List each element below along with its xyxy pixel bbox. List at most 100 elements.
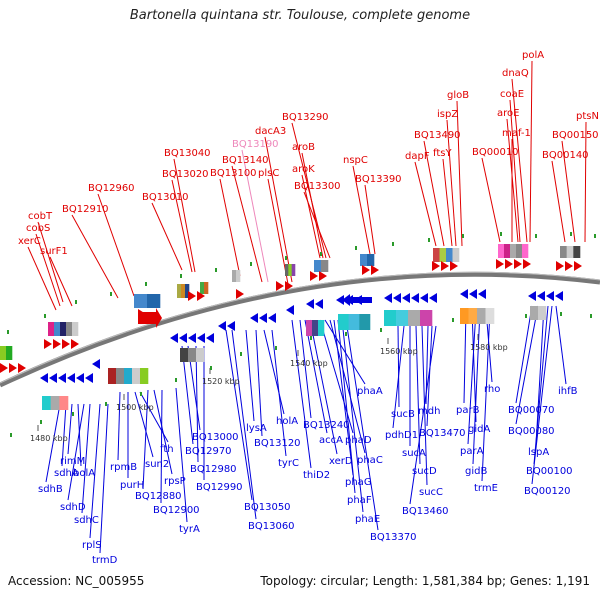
reverse-gene-label[interactable]: sdhB [38,484,63,495]
reverse-gene-arrow[interactable] [76,373,84,383]
gene-feature-block[interactable] [560,246,567,258]
reverse-gene-label[interactable]: BQ12900 [153,505,200,516]
reverse-gene-label[interactable]: BQ13000 [192,432,239,443]
forward-gene-label[interactable]: aroE [497,108,519,119]
reverse-gene-label[interactable]: rplS [82,540,102,551]
forward-gene-label[interactable]: BQ12960 [88,183,135,194]
reverse-gene-arrow[interactable] [555,291,563,301]
forward-gene-label[interactable]: BQ13040 [164,148,211,159]
reverse-gene-label[interactable]: rpsP [164,476,186,487]
reverse-gene-label[interactable]: BQ13050 [244,502,291,513]
reverse-gene-arrow[interactable] [92,359,100,369]
forward-gene-label[interactable]: ftsY [433,148,452,159]
reverse-gene-label[interactable]: phaC [357,455,383,466]
reverse-gene-arrow[interactable] [336,295,344,305]
forward-gene-arrow[interactable] [514,259,522,269]
reverse-gene-label[interactable]: rho [484,384,500,395]
reverse-gene-arrow[interactable] [393,293,401,303]
gene-feature-block[interactable] [360,254,368,266]
reverse-gene-label[interactable]: sdhD [60,502,86,513]
reverse-gene-arrow[interactable] [268,313,276,323]
forward-gene-arrow[interactable] [556,261,564,271]
forward-gene-arrow[interactable] [53,339,61,349]
forward-gene-label[interactable]: BQ13190 [232,139,279,150]
reverse-gene-label[interactable]: holA [276,416,298,427]
reverse-gene-arrow[interactable] [227,321,235,331]
gene-feature-block[interactable] [59,396,69,410]
gene-feature-block[interactable] [6,346,13,360]
reverse-gene-label[interactable]: BQ13470 [419,428,466,439]
forward-gene-arrow[interactable] [505,259,513,269]
reverse-gene-label[interactable]: sdhA [54,468,79,479]
gene-feature-block[interactable] [384,310,397,326]
forward-gene-label[interactable]: aroK [292,164,315,175]
forward-gene-arrow[interactable] [71,339,79,349]
forward-gene-arrow[interactable] [62,339,70,349]
gene-feature-block[interactable] [433,248,440,262]
forward-gene-arrow[interactable] [496,259,504,269]
reverse-gene-label[interactable]: sucA [402,448,426,459]
reverse-gene-arrow[interactable] [411,293,419,303]
reverse-gene-label[interactable]: BQ13460 [402,506,449,517]
reverse-gene-label[interactable]: purH [120,480,144,491]
gene-feature-block[interactable] [504,244,511,258]
reverse-gene-label[interactable]: BQ12980 [190,464,237,475]
reverse-gene-label[interactable]: sucC [419,487,443,498]
gene-feature-block[interactable] [408,310,421,326]
reverse-gene-label[interactable]: BQ00100 [526,466,573,477]
gene-feature-block[interactable] [66,322,73,336]
gene-feature-block[interactable] [188,348,197,362]
reverse-gene-label[interactable]: gidB [465,466,487,477]
gene-feature-block[interactable] [396,310,409,326]
forward-gene-label[interactable]: cobT [28,211,53,222]
reverse-gene-label[interactable]: ihfB [558,386,578,397]
reverse-gene-label[interactable]: sucB [391,409,415,420]
forward-gene-label[interactable]: plsC [258,168,279,179]
reverse-gene-label[interactable]: fth [160,444,174,455]
reverse-gene-arrow[interactable] [286,305,294,315]
reverse-gene-arrow[interactable] [170,333,178,343]
forward-gene-label[interactable]: BQ13300 [294,181,341,192]
gene-feature-block[interactable] [132,368,141,384]
reverse-gene-arrow[interactable] [420,293,428,303]
gene-feature-block[interactable] [140,368,149,384]
reverse-gene-label[interactable]: BQ13240 [303,420,350,431]
gene-feature-block[interactable] [446,248,453,262]
gene-feature-block[interactable] [232,270,237,282]
forward-gene-label[interactable]: dacA3 [255,126,286,137]
forward-gene-arrow[interactable] [310,271,318,281]
forward-gene-arrow[interactable] [236,289,244,299]
forward-gene-arrow[interactable] [9,363,17,373]
forward-gene-label[interactable]: gloB [447,90,469,101]
gene-feature-block[interactable] [180,348,189,362]
gene-feature-block[interactable] [291,264,296,276]
reverse-gene-arrow[interactable] [315,299,323,309]
forward-gene-arrow[interactable] [197,291,205,301]
gene-feature-block[interactable] [312,320,319,336]
forward-gene-label[interactable]: BQ00150 [552,130,599,141]
forward-gene-label[interactable]: ispZ [437,109,458,120]
reverse-gene-label[interactable]: sun2 [145,459,169,470]
gene-feature-block[interactable] [367,254,375,266]
reverse-gene-label[interactable]: gidA [468,424,490,435]
forward-gene-label[interactable]: BQ12910 [62,204,109,215]
reverse-gene-arrow[interactable] [58,373,66,383]
gene-feature-block[interactable] [48,322,55,336]
reverse-gene-label[interactable]: BQ13120 [254,438,301,449]
reverse-gene-label[interactable]: rimM [60,456,85,467]
forward-gene-label[interactable]: BQ00010 [472,147,519,158]
forward-gene-label[interactable]: dnaQ [502,68,529,79]
forward-gene-label[interactable]: dapF [405,151,430,162]
forward-gene-label[interactable]: maf-1 [502,128,531,139]
forward-gene-label[interactable]: polA [522,50,544,61]
reverse-gene-label[interactable]: phaA [357,386,383,397]
reverse-gene-arrow[interactable] [218,321,226,331]
forward-gene-label[interactable]: cobS [26,223,50,234]
reverse-gene-label[interactable]: phaG [345,477,372,488]
reverse-gene-arrow[interactable] [49,373,57,383]
gene-feature-block[interactable] [420,310,433,326]
gene-feature-block[interactable] [318,320,325,336]
forward-gene-label[interactable]: aroB [292,142,315,153]
forward-gene-label[interactable]: xerC [18,236,41,247]
forward-gene-label[interactable]: BQ13140 [222,155,269,166]
